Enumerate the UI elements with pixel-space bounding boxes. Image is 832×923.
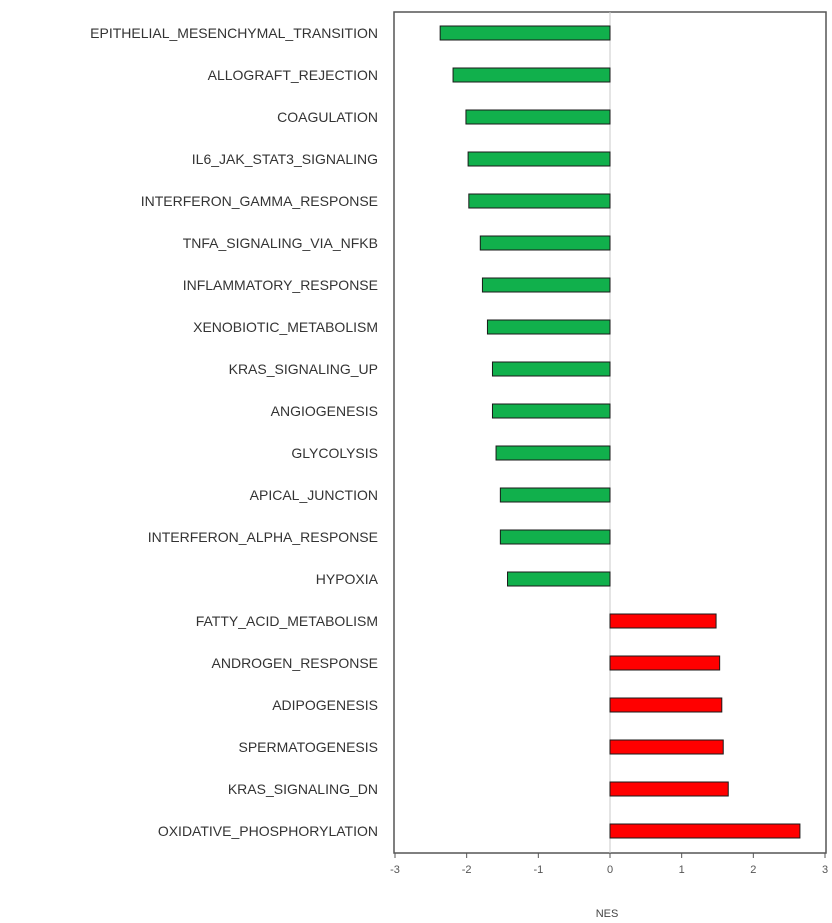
bar-coagulation xyxy=(465,109,611,125)
category-label: KRAS_SIGNALING_DN xyxy=(228,781,378,797)
category-label: ANGIOGENESIS xyxy=(271,403,378,419)
category-label: XENOBIOTIC_METABOLISM xyxy=(193,319,378,335)
category-label: HYPOXIA xyxy=(316,571,379,587)
x-tick-label: 0 xyxy=(607,864,613,876)
category-label: COAGULATION xyxy=(277,109,378,125)
category-label: INTERFERON_ALPHA_RESPONSE xyxy=(148,529,378,545)
x-tick-label: -1 xyxy=(533,864,543,876)
x-tick-label: -2 xyxy=(462,864,472,876)
bar-tnfa-signaling-via-nfkb xyxy=(479,235,611,251)
x-axis-title: NES xyxy=(596,908,619,920)
category-label: SPERMATOGENESIS xyxy=(238,739,378,755)
category-label: GLYCOLYSIS xyxy=(291,445,378,461)
bar-adipogenesis xyxy=(609,697,723,713)
bar-oxidative-phosphorylation xyxy=(609,823,801,839)
bar-il6-jak-stat3-signaling xyxy=(467,151,611,167)
category-label: OXIDATIVE_PHOSPHORYLATION xyxy=(158,823,378,839)
bars-layer xyxy=(439,12,801,853)
bar-androgen-response xyxy=(609,655,721,671)
category-label: KRAS_SIGNALING_UP xyxy=(229,361,378,377)
category-label: INFLAMMATORY_RESPONSE xyxy=(183,277,378,293)
x-tick-label: 3 xyxy=(822,864,828,876)
bar-inflammatory-response xyxy=(481,277,611,293)
category-label: TNFA_SIGNALING_VIA_NFKB xyxy=(183,235,378,251)
bar-spermatogenesis xyxy=(609,739,724,755)
bar-interferon-gamma-response xyxy=(468,193,611,209)
x-tick-label: -3 xyxy=(390,864,400,876)
bar-xenobiotic-metabolism xyxy=(486,319,611,335)
x-tick-label: 2 xyxy=(750,864,756,876)
category-label: ADIPOGENESIS xyxy=(272,697,378,713)
bar-apical-junction xyxy=(499,487,611,503)
category-label: ANDROGEN_RESPONSE xyxy=(212,655,378,671)
bar-hypoxia xyxy=(507,571,611,587)
bar-allograft-rejection xyxy=(452,67,611,83)
bar-kras-signaling-dn xyxy=(609,781,729,797)
bar-kras-signaling-up xyxy=(491,361,611,377)
bar-glycolysis xyxy=(495,445,611,461)
category-labels: EPITHELIAL_MESENCHYMAL_TRANSITION ALLOGRA… xyxy=(90,25,379,839)
category-label: APICAL_JUNCTION xyxy=(250,487,378,503)
category-label: EPITHELIAL_MESENCHYMAL_TRANSITION xyxy=(90,25,378,41)
x-tick-label: 1 xyxy=(679,864,685,876)
x-axis: -3 -2 -1 0 1 2 3 xyxy=(390,853,828,876)
category-label: IL6_JAK_STAT3_SIGNALING xyxy=(192,151,378,167)
bar-epithelial-mesenchymal-transition xyxy=(439,25,611,41)
bar-interferon-alpha-response xyxy=(499,529,611,545)
category-label: INTERFERON_GAMMA_RESPONSE xyxy=(141,193,378,209)
category-label: FATTY_ACID_METABOLISM xyxy=(196,613,378,629)
category-label: ALLOGRAFT_REJECTION xyxy=(208,67,378,83)
bar-fatty-acid-metabolism xyxy=(609,613,717,629)
bar-angiogenesis xyxy=(491,403,611,419)
